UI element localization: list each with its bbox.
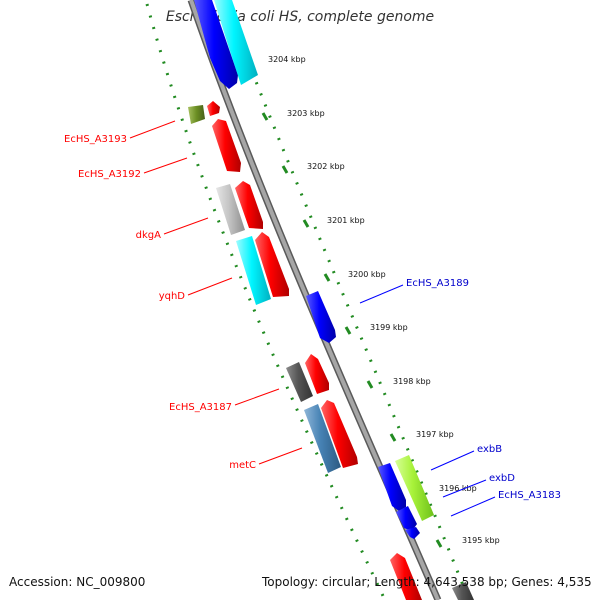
tick-label-3201: 3201 kbp — [327, 216, 365, 225]
tick-mark — [261, 112, 269, 121]
tick-label-3200: 3200 kbp — [348, 270, 386, 279]
leader-EcHS_A3189 — [359, 284, 404, 304]
label-EcHS_A3193[interactable]: EcHS_A3193 — [64, 134, 127, 145]
gene-metC-partner[interactable] — [321, 400, 358, 468]
genome-summary-text: Topology: circular; Length: 4,643,538 bp… — [262, 575, 592, 589]
label-leaders — [129, 120, 496, 517]
tick-mark — [281, 165, 289, 174]
gene-top-blue[interactable] — [194, 0, 238, 89]
label-exbD[interactable]: exbD — [489, 473, 515, 484]
tick-label-3202: 3202 kbp — [307, 162, 345, 171]
leader-exbD — [442, 479, 487, 498]
gene-EcHS_A3192[interactable] — [212, 119, 241, 172]
gene-metC[interactable] — [304, 404, 341, 473]
label-EcHS_A3192[interactable]: EcHS_A3192 — [78, 169, 141, 180]
gene-exbB[interactable] — [395, 455, 434, 521]
tick-label-3197: 3197 kbp — [416, 430, 454, 439]
gene-yqhD-partner[interactable] — [255, 232, 289, 297]
gene-EcHS_A3189[interactable] — [306, 291, 336, 343]
leader-EcHS_A3192 — [143, 157, 188, 174]
label-EcHS_A3187[interactable]: EcHS_A3187 — [169, 402, 232, 413]
tick-mark — [435, 539, 443, 548]
tick-label-3195: 3195 kbp — [462, 536, 500, 545]
leader-EcHS_A3183 — [450, 496, 496, 517]
gene-yqhD[interactable] — [236, 236, 271, 305]
tick-label-3204: 3204 kbp — [268, 55, 306, 64]
tick-mark — [302, 219, 310, 228]
leader-metC — [258, 447, 303, 465]
label-EcHS_A3189[interactable]: EcHS_A3189 — [406, 278, 469, 289]
label-yqhD[interactable]: yqhD — [159, 291, 186, 302]
tick-label-3203: 3203 kbp — [287, 109, 325, 118]
tick-mark — [389, 433, 397, 442]
accession-text: Accession: NC_009800 — [9, 575, 146, 589]
gene-EcHS_A3193[interactable] — [188, 105, 205, 124]
gene-bottom-red[interactable] — [390, 553, 422, 600]
leader-exbB — [430, 450, 475, 471]
tick-label-3198: 3198 kbp — [393, 377, 431, 386]
leader-dkgA — [163, 217, 209, 235]
gene-labels: EcHS_A3193 EcHS_A3192 dkgA yqhD EcHS_A31… — [64, 134, 561, 501]
gene-dkgA[interactable] — [216, 184, 245, 235]
tick-label-3199: 3199 kbp — [370, 323, 408, 332]
gene-exbB-partner[interactable] — [378, 463, 406, 511]
tick-mark — [366, 380, 374, 389]
tick-mark — [323, 273, 331, 282]
tick-labels: 3204 kbp 3203 kbp 3202 kbp 3201 kbp 3200… — [268, 55, 500, 545]
inner-tick-ring — [145, 3, 386, 599]
tick-mark — [344, 326, 352, 335]
leader-EcHS_A3187 — [234, 388, 280, 406]
gene-dkgA-partner[interactable] — [235, 181, 263, 229]
label-exbB[interactable]: exbB — [477, 444, 502, 455]
label-dkgA[interactable]: dkgA — [136, 230, 161, 241]
label-EcHS_A3183[interactable]: EcHS_A3183 — [498, 490, 561, 501]
gene-EcHS_A3187[interactable] — [286, 362, 313, 402]
gene-exbD[interactable] — [396, 506, 417, 531]
gene-features[interactable] — [188, 0, 474, 600]
tick-label-3196: 3196 kbp — [439, 484, 477, 493]
leader-yqhD — [187, 277, 233, 296]
gene-EcHS_A3183[interactable] — [405, 527, 420, 539]
gene-bottom-dark[interactable] — [452, 582, 474, 600]
gene-top-cyan[interactable] — [214, 0, 258, 85]
gene-EcHS_A3193-partner[interactable] — [207, 101, 220, 116]
label-metC[interactable]: metC — [229, 460, 256, 471]
leader-EcHS_A3193 — [129, 120, 176, 139]
gene-EcHS_A3187-partner[interactable] — [305, 354, 329, 394]
